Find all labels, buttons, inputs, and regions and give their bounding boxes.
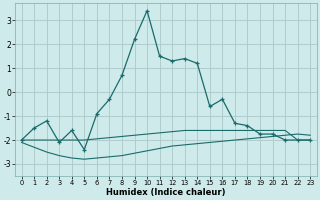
X-axis label: Humidex (Indice chaleur): Humidex (Indice chaleur) <box>106 188 226 197</box>
